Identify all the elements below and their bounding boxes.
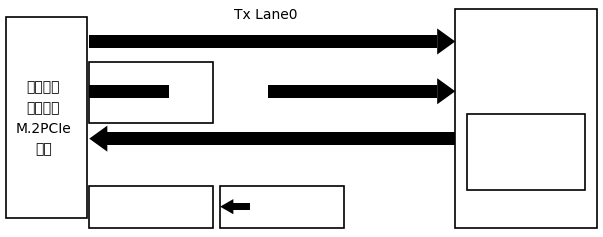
Bar <box>467 114 585 190</box>
Polygon shape <box>437 28 455 55</box>
Polygon shape <box>89 126 107 152</box>
Text: Tx Lane0: Tx Lane0 <box>233 8 297 22</box>
Bar <box>455 9 597 228</box>
Bar <box>268 85 437 98</box>
Bar <box>233 203 250 210</box>
Bar <box>89 85 169 98</box>
Bar <box>89 62 213 123</box>
Bar <box>6 17 87 218</box>
Bar <box>89 186 213 228</box>
Polygon shape <box>437 78 455 104</box>
Polygon shape <box>220 199 233 214</box>
Bar <box>107 132 455 145</box>
Bar <box>89 35 437 48</box>
Bar <box>220 186 344 228</box>
Text: 待测主板
或背板的
M.2PCIe
接口: 待测主板 或背板的 M.2PCIe 接口 <box>16 81 71 156</box>
